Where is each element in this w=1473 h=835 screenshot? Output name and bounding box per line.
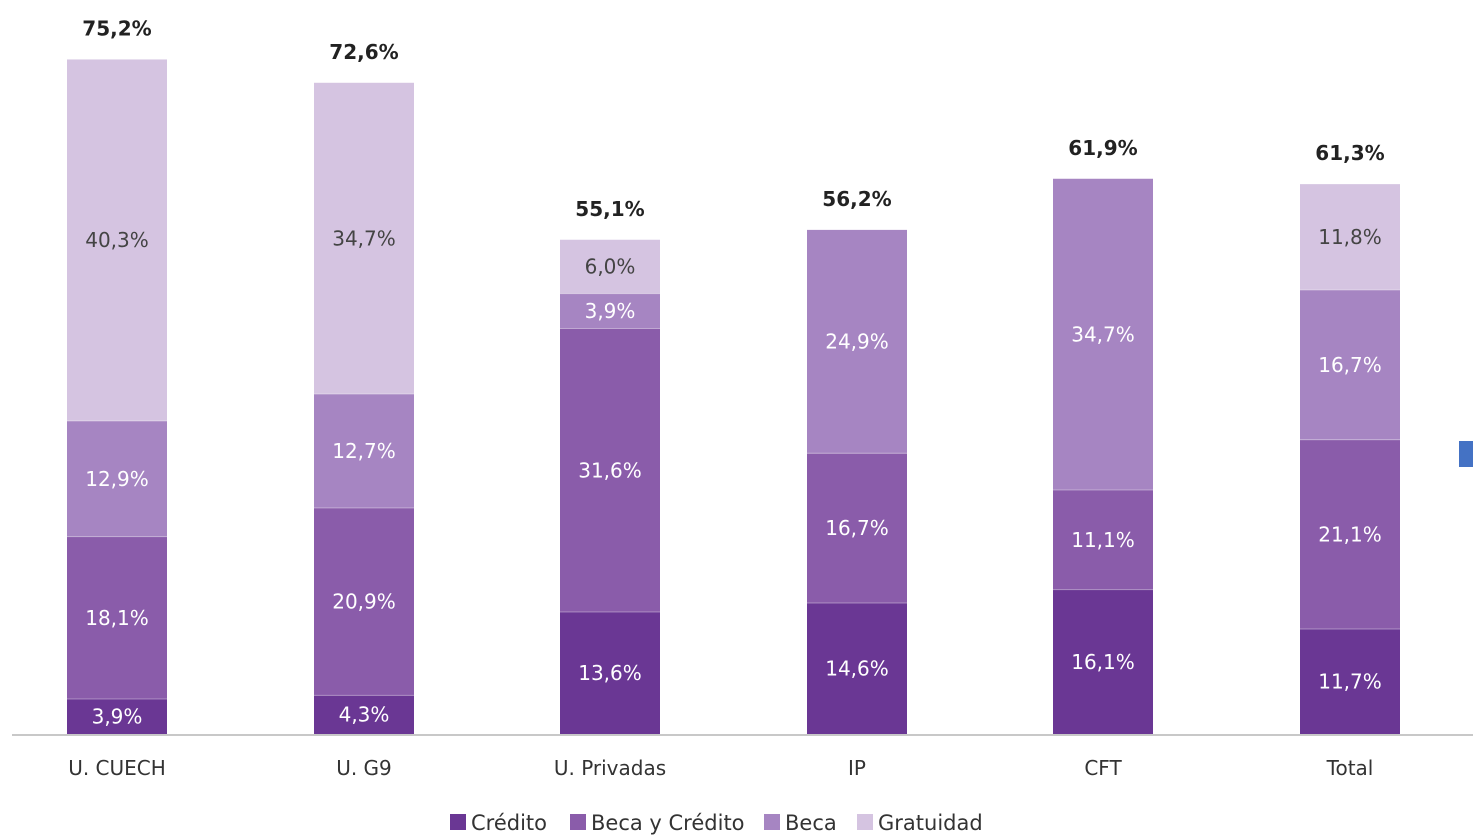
- data-label-cft-credito: 16,1%: [1071, 650, 1135, 674]
- legend-label-beca-y-credito: Beca y Crédito: [591, 811, 745, 835]
- side-marker-icon: [1459, 441, 1473, 467]
- data-label-ip-credito: 14,6%: [825, 657, 889, 681]
- total-label-u-g9: 72,6%: [329, 40, 398, 64]
- bar-cft-beca: [1053, 178, 1153, 491]
- bar-ip-credito: [807, 603, 907, 734]
- category-label-u-privadas: U. Privadas: [554, 756, 666, 780]
- data-label-u-g9-gratuidad: 34,7%: [332, 226, 396, 250]
- bar-total-credito: [1300, 629, 1400, 734]
- data-label-u-g9-beca-y-credito: 20,9%: [332, 590, 396, 614]
- bar-total-beca-y-credito: [1300, 439, 1400, 630]
- data-label-u-privadas-beca-y-credito: 31,6%: [578, 458, 642, 482]
- data-label-total-beca: 16,7%: [1318, 353, 1382, 377]
- data-label-cft-beca-y-credito: 11,1%: [1071, 528, 1135, 552]
- data-label-u-privadas-gratuidad: 6,0%: [585, 255, 636, 279]
- bar-cft-beca-y-credito: [1053, 490, 1153, 590]
- bar-u-g9-beca: [314, 394, 414, 508]
- category-label-u-g9: U. G9: [336, 756, 392, 780]
- legend-label-gratuidad: Gratuidad: [878, 811, 983, 835]
- legend-label-beca: Beca: [785, 811, 837, 835]
- total-label-total: 61,3%: [1315, 141, 1384, 165]
- data-label-u-g9-credito: 4,3%: [339, 703, 390, 727]
- bar-u-cuech-gratuidad: [67, 59, 167, 421]
- bar-u-g9-gratuidad: [314, 82, 414, 395]
- category-label-ip: IP: [848, 756, 866, 780]
- total-labels-group: 75,2% 72,6% 55,1% 56,2% 61,9% 61,3%: [82, 16, 1384, 220]
- data-label-ip-beca-y-credito: 16,7%: [825, 516, 889, 540]
- bar-u-privadas-gratuidad: [560, 239, 660, 294]
- data-label-u-g9-beca: 12,7%: [332, 439, 396, 463]
- data-label-u-cuech-gratuidad: 40,3%: [85, 228, 149, 252]
- bar-u-cuech-beca: [67, 420, 167, 537]
- data-label-u-cuech-beca-y-credito: 18,1%: [85, 606, 149, 630]
- legend: Crédito Beca y Crédito Beca Gratuidad: [450, 811, 983, 835]
- bar-ip-beca-y-credito: [807, 453, 907, 604]
- total-label-cft: 61,9%: [1068, 136, 1137, 160]
- bar-u-g9-beca-y-credito: [314, 507, 414, 696]
- category-label-cft: CFT: [1084, 756, 1122, 780]
- data-label-u-cuech-beca: 12,9%: [85, 467, 149, 491]
- data-label-cft-beca: 34,7%: [1071, 322, 1135, 346]
- legend-label-credito: Crédito: [471, 811, 547, 835]
- bar-u-privadas-beca: [560, 293, 660, 329]
- data-label-total-beca-y-credito: 21,1%: [1318, 522, 1382, 546]
- legend-swatch-beca-y-credito: [570, 814, 586, 830]
- data-label-total-gratuidad: 11,8%: [1318, 225, 1382, 249]
- bar-u-cuech-credito: [67, 699, 167, 734]
- legend-swatch-credito: [450, 814, 466, 830]
- data-label-u-privadas-credito: 13,6%: [578, 661, 642, 685]
- category-label-total: Total: [1326, 756, 1374, 780]
- legend-swatch-gratuidad: [857, 814, 873, 830]
- bar-u-privadas-credito: [560, 612, 660, 734]
- data-label-u-privadas-beca: 3,9%: [585, 299, 636, 323]
- total-label-ip: 56,2%: [822, 187, 891, 211]
- bar-u-cuech-beca-y-credito: [67, 536, 167, 700]
- category-labels-group: U. CUECH U. G9 U. Privadas IP CFT Total: [68, 756, 1373, 780]
- data-label-total-credito: 11,7%: [1318, 670, 1382, 694]
- data-label-ip-beca: 24,9%: [825, 330, 889, 354]
- bars-group: [67, 59, 1400, 734]
- bar-total-beca: [1300, 289, 1400, 440]
- total-label-u-cuech: 75,2%: [82, 16, 151, 40]
- total-label-u-privadas: 55,1%: [575, 197, 644, 221]
- bar-cft-credito: [1053, 589, 1153, 734]
- segment-labels-group: 3,9% 18,1% 12,9% 40,3% 4,3% 20,9% 12,7% 34,7% 13…: [85, 225, 1382, 728]
- legend-swatch-beca: [764, 814, 780, 830]
- bar-u-privadas-beca-y-credito: [560, 328, 660, 613]
- bar-u-g9-credito: [314, 695, 414, 734]
- bar-ip-beca: [807, 229, 907, 454]
- bar-total-gratuidad: [1300, 184, 1400, 290]
- data-label-u-cuech-credito: 3,9%: [92, 705, 143, 729]
- category-label-u-cuech: U. CUECH: [68, 756, 166, 780]
